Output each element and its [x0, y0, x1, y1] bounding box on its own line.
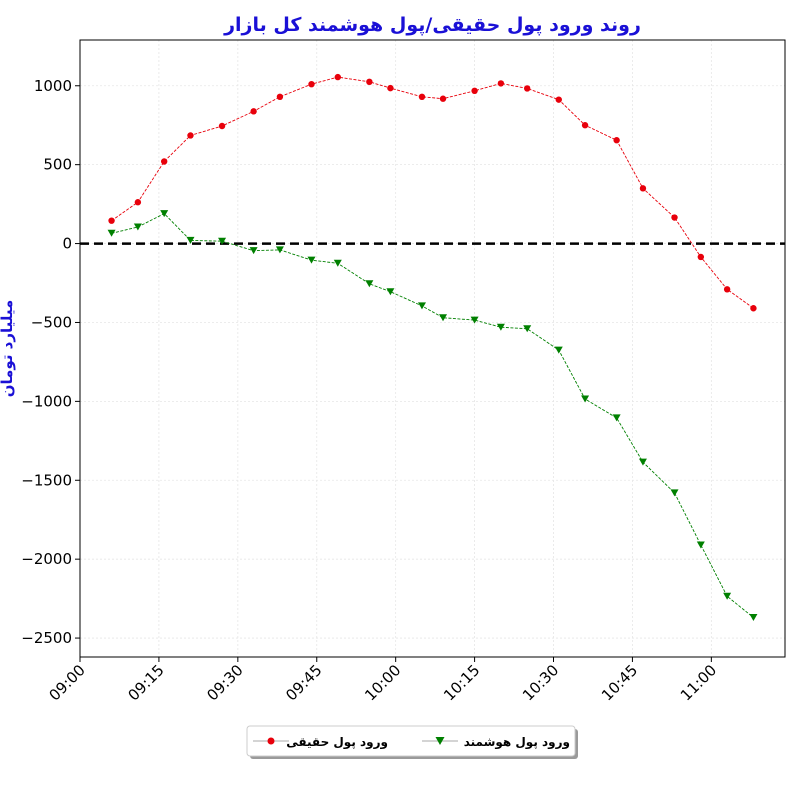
legend-label: ورود پول حقیقی — [286, 735, 388, 750]
data-point — [218, 122, 226, 130]
x-axis: 09:00 09:15 09:30 09:45 10:00 10:15 10:30 10:45… — [46, 657, 720, 704]
data-point — [697, 253, 705, 261]
legend-item: ورود پول حقیقی — [253, 735, 388, 750]
chart-title: روند ورود پول حقیقی/پول هوشمند کل بازار — [223, 14, 641, 36]
data-point — [160, 210, 169, 218]
y-tick-label: −500 — [31, 313, 72, 331]
data-point — [496, 323, 505, 331]
x-tick-label: 09:00 — [46, 661, 89, 704]
plot-area — [80, 40, 785, 657]
data-point — [671, 214, 678, 221]
data-point — [439, 95, 447, 102]
data-point — [366, 78, 373, 86]
data-point — [134, 199, 142, 206]
data-point — [638, 458, 647, 466]
data-point — [250, 108, 257, 115]
x-tick-label: 09:30 — [203, 661, 246, 704]
legend-box — [246, 725, 576, 757]
legend-label: ورود پول هوشمند — [464, 735, 570, 750]
y-axis-title: میلیارد تومان — [0, 300, 16, 398]
x-tick-label: 09:45 — [282, 661, 325, 704]
data-point — [249, 247, 258, 255]
data-point — [108, 217, 115, 224]
y-tick-label: −1500 — [21, 471, 72, 489]
x-tick-label: 10:00 — [361, 661, 404, 704]
data-point — [524, 85, 531, 92]
data-point — [333, 259, 342, 267]
y-tick-label: −2500 — [21, 629, 72, 647]
series-1 — [108, 73, 757, 312]
data-point — [439, 314, 448, 322]
x-tick-label: 11:00 — [677, 661, 720, 704]
data-point — [723, 286, 731, 293]
data-point — [418, 93, 426, 101]
data-point — [639, 185, 647, 192]
data-point — [186, 236, 195, 244]
x-tick-label: 10:30 — [519, 661, 562, 704]
data-point — [160, 158, 168, 165]
data-point — [696, 541, 705, 549]
series-2 — [107, 210, 758, 622]
data-point — [523, 325, 532, 333]
y-tick-label: −2000 — [21, 550, 72, 568]
x-tick-label: 10:45 — [598, 661, 641, 704]
legend-marker — [435, 737, 445, 745]
data-point — [471, 87, 478, 95]
x-tick-label: 10:15 — [440, 661, 483, 704]
data-point — [275, 246, 284, 254]
data-point — [218, 237, 227, 245]
data-point — [750, 305, 757, 312]
y-axis: 1000 500 0 −500 −1000 −1500 −2000 −2500 — [21, 77, 80, 647]
data-point — [334, 73, 341, 81]
y-tick-label: 0 — [62, 235, 72, 253]
data-point — [365, 280, 374, 288]
data-point — [581, 395, 590, 403]
data-point — [749, 614, 758, 622]
data-point — [386, 288, 395, 296]
data-point — [417, 302, 426, 310]
legend: ورود پول حقیقی ورود پول هوشمند — [246, 725, 578, 759]
legend-item: ورود پول هوشمند — [422, 735, 570, 750]
data-point — [133, 223, 142, 231]
data-point — [307, 256, 316, 264]
data-point — [187, 132, 194, 139]
data-point — [276, 93, 284, 101]
data-point — [670, 489, 679, 497]
y-tick-label: −1000 — [21, 392, 72, 410]
legend-marker — [267, 737, 275, 745]
data-point — [497, 80, 505, 87]
x-tick-label: 09:15 — [124, 661, 167, 704]
data-point — [107, 229, 116, 237]
data-point — [612, 414, 621, 422]
data-point — [554, 346, 563, 354]
axes-frame — [79, 39, 786, 658]
data-point — [613, 137, 620, 144]
data-point — [581, 122, 589, 129]
data-point — [723, 592, 732, 600]
y-tick-label: 500 — [43, 156, 72, 174]
data-point — [308, 80, 315, 88]
series-line — [111, 76, 754, 309]
series-line — [111, 213, 754, 618]
data-point — [555, 96, 562, 103]
y-tick-label: 1000 — [34, 77, 72, 95]
data-point — [470, 316, 479, 324]
data-point — [387, 84, 394, 92]
